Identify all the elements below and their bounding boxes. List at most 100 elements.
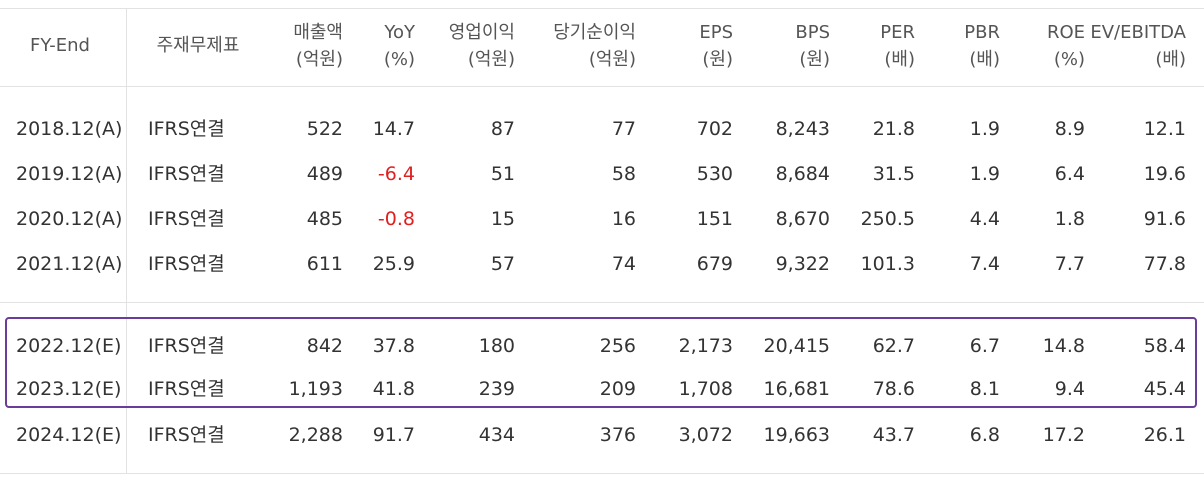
header-bps: BPS	[795, 22, 830, 43]
cell-eps: 151	[696, 208, 733, 230]
column-divider	[126, 8, 127, 474]
cell-roe: 17.2	[1042, 424, 1085, 446]
cell-bps: 8,243	[775, 118, 830, 140]
header-operating-profit-unit: (억원)	[467, 49, 515, 70]
header-net-income: 당기순이익	[553, 22, 636, 43]
header-ev-ebitda-unit: (배)	[1155, 49, 1186, 70]
cell-roe: 14.8	[1042, 335, 1085, 357]
header-revenue-unit: (억원)	[295, 49, 343, 70]
cell-fy-end: 2024.12(E)	[16, 424, 122, 446]
cell-ev-ebitda: 12.1	[1143, 118, 1186, 140]
cell-operating-profit: 239	[478, 378, 515, 400]
cell-pbr: 6.7	[969, 335, 1000, 357]
cell-yoy: -6.4	[377, 163, 415, 185]
cell-yoy: -0.8	[377, 208, 415, 230]
cell-roe: 6.4	[1054, 163, 1085, 185]
cell-eps: 3,072	[678, 424, 733, 446]
cell-roe: 1.8	[1054, 208, 1085, 230]
cell-pbr: 1.9	[969, 163, 1000, 185]
cell-revenue: 2,288	[288, 424, 343, 446]
cell-per: 21.8	[872, 118, 915, 140]
header-bps-unit: (원)	[799, 49, 830, 70]
cell-bps: 19,663	[763, 424, 830, 446]
header-pbr: PBR	[964, 22, 1000, 43]
cell-eps: 1,708	[678, 378, 733, 400]
cell-bps: 16,681	[763, 378, 830, 400]
header-per-unit: (배)	[884, 49, 915, 70]
header-roe: ROE	[1046, 22, 1085, 43]
cell-statement-type: IFRS연결	[148, 378, 225, 400]
cell-yoy: 41.8	[372, 378, 415, 400]
cell-ev-ebitda: 19.6	[1143, 163, 1186, 185]
cell-bps: 20,415	[763, 335, 830, 357]
header-yoy: YoY	[384, 22, 415, 43]
header-yoy-unit: (%)	[383, 49, 415, 70]
cell-ev-ebitda: 77.8	[1143, 253, 1186, 275]
cell-fy-end: 2022.12(E)	[16, 335, 122, 357]
estimate-highlight-box	[5, 317, 1197, 408]
cell-net-income: 77	[611, 118, 636, 140]
section-divider	[0, 302, 1204, 303]
cell-ev-ebitda: 91.6	[1143, 208, 1186, 230]
cell-fy-end: 2021.12(A)	[16, 253, 123, 275]
cell-roe: 8.9	[1054, 118, 1085, 140]
header-operating-profit: 영업이익	[448, 22, 515, 43]
cell-pbr: 7.4	[969, 253, 1000, 275]
cell-revenue: 489	[306, 163, 343, 185]
cell-operating-profit: 180	[478, 335, 515, 357]
cell-bps: 9,322	[775, 253, 830, 275]
cell-fy-end: 2018.12(A)	[16, 118, 123, 140]
header-revenue: 매출액	[293, 22, 343, 43]
header-eps-unit: (원)	[702, 49, 733, 70]
cell-per: 31.5	[872, 163, 915, 185]
cell-yoy: 91.7	[372, 424, 415, 446]
header-eps: EPS	[699, 22, 733, 43]
cell-operating-profit: 15	[490, 208, 515, 230]
table-bottom-border	[0, 473, 1204, 474]
cell-net-income: 58	[611, 163, 636, 185]
cell-ev-ebitda: 45.4	[1143, 378, 1186, 400]
cell-eps: 679	[696, 253, 733, 275]
cell-revenue: 522	[306, 118, 343, 140]
cell-operating-profit: 57	[490, 253, 515, 275]
cell-per: 78.6	[872, 378, 915, 400]
cell-net-income: 209	[599, 378, 636, 400]
cell-operating-profit: 434	[478, 424, 515, 446]
cell-operating-profit: 51	[490, 163, 515, 185]
cell-pbr: 1.9	[969, 118, 1000, 140]
cell-eps: 702	[696, 118, 733, 140]
cell-roe: 9.4	[1054, 378, 1085, 400]
cell-statement-type: IFRS연결	[148, 118, 225, 140]
cell-eps: 530	[696, 163, 733, 185]
cell-per: 43.7	[872, 424, 915, 446]
header-net-income-unit: (억원)	[588, 49, 636, 70]
header-divider	[0, 86, 1204, 87]
cell-net-income: 256	[599, 335, 636, 357]
cell-eps: 2,173	[678, 335, 733, 357]
cell-revenue: 485	[306, 208, 343, 230]
cell-statement-type: IFRS연결	[148, 424, 225, 446]
cell-per: 62.7	[872, 335, 915, 357]
cell-roe: 7.7	[1054, 253, 1085, 275]
cell-per: 101.3	[860, 253, 915, 275]
header-pbr-unit: (배)	[969, 49, 1000, 70]
cell-yoy: 14.7	[372, 118, 415, 140]
cell-net-income: 376	[599, 424, 636, 446]
cell-revenue: 842	[306, 335, 343, 357]
cell-pbr: 4.4	[969, 208, 1000, 230]
cell-pbr: 8.1	[969, 378, 1000, 400]
cell-net-income: 74	[611, 253, 636, 275]
cell-statement-type: IFRS연결	[148, 163, 225, 185]
cell-yoy: 37.8	[372, 335, 415, 357]
cell-statement-type: IFRS연결	[148, 335, 225, 357]
header-statement-type: 주재무제표	[156, 35, 240, 56]
cell-revenue: 1,193	[288, 378, 343, 400]
cell-statement-type: IFRS연결	[148, 208, 225, 230]
cell-fy-end: 2023.12(E)	[16, 378, 122, 400]
cell-ev-ebitda: 26.1	[1143, 424, 1186, 446]
header-ev-ebitda: EV/EBITDA	[1090, 22, 1186, 43]
header-roe-unit: (%)	[1053, 49, 1085, 70]
cell-bps: 8,670	[775, 208, 830, 230]
cell-pbr: 6.8	[969, 424, 1000, 446]
cell-statement-type: IFRS연결	[148, 253, 225, 275]
